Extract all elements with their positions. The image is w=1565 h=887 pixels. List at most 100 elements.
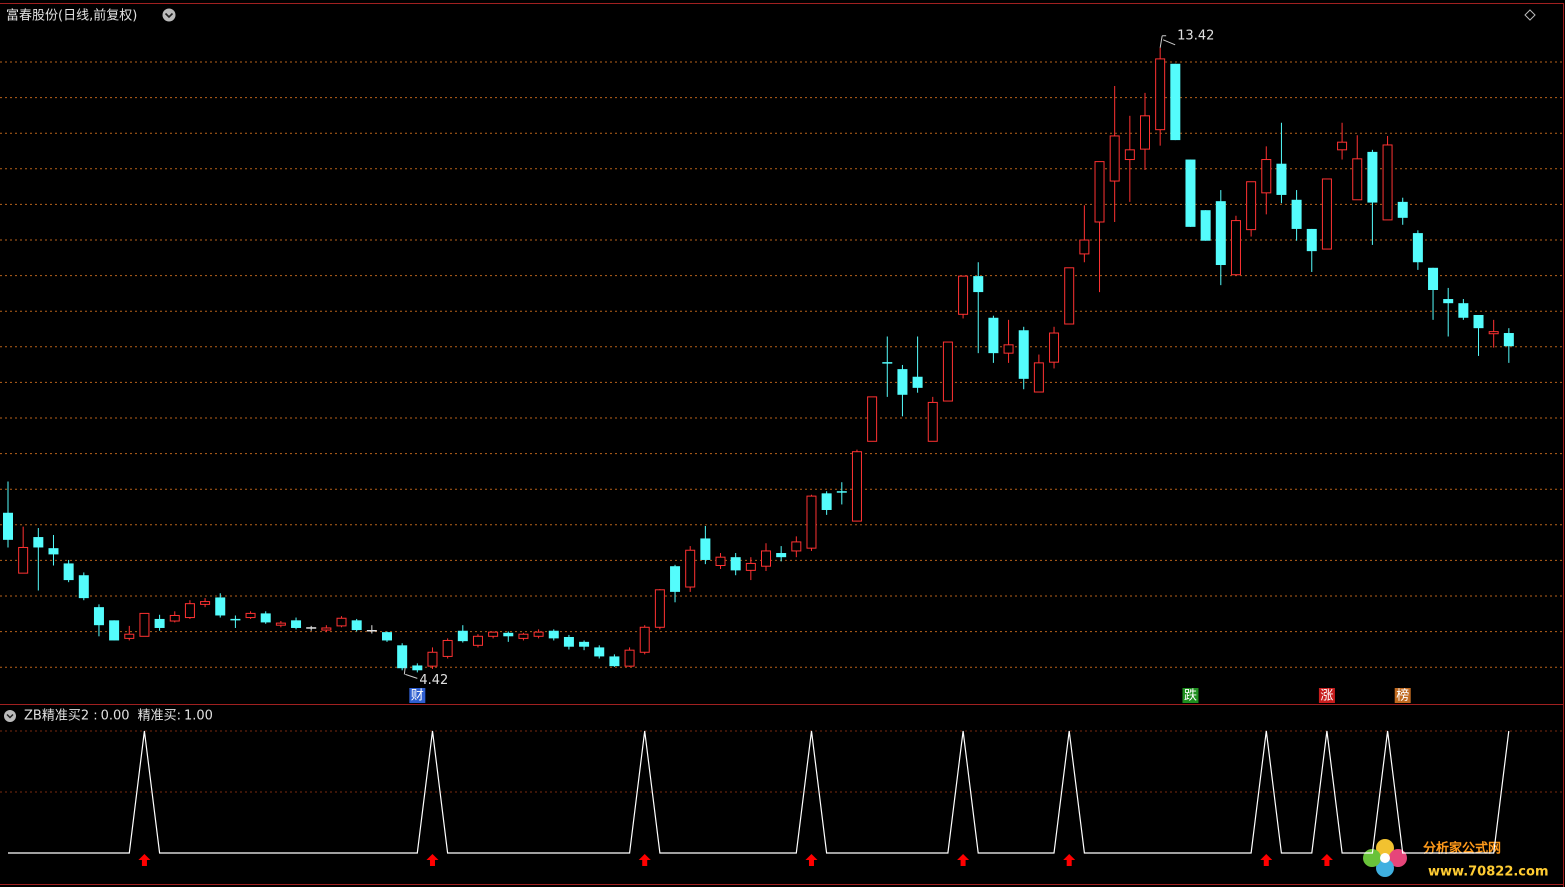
- high-pointer: [1159, 35, 1176, 48]
- buy-arrow: [1260, 854, 1273, 866]
- candle-body: [791, 541, 802, 552]
- candle-body: [821, 493, 832, 510]
- candle-body: [548, 630, 559, 639]
- candle-body: [715, 556, 726, 567]
- candle-body: [63, 563, 74, 581]
- candle-body: [1382, 144, 1393, 221]
- candle-body: [1276, 163, 1287, 195]
- indicator-menu-button[interactable]: [4, 710, 16, 722]
- candle-body: [1124, 149, 1135, 161]
- candle-body: [1488, 331, 1499, 335]
- candle-body: [1094, 161, 1105, 223]
- high-label: 13.42: [1177, 28, 1214, 43]
- buy-arrow: [638, 854, 651, 866]
- candle-body: [609, 656, 620, 667]
- readout-label: 精准买:: [138, 709, 181, 724]
- candle-body: [1155, 58, 1166, 131]
- candle-body: [215, 597, 226, 616]
- candle-body: [1200, 210, 1211, 241]
- candle-body: [109, 620, 120, 641]
- candle-body: [1458, 303, 1469, 318]
- candle-body: [382, 632, 392, 641]
- candle-body: [1033, 362, 1044, 393]
- readout-value: 0.00: [101, 709, 130, 724]
- candle-body: [594, 647, 605, 657]
- candle-body: [1337, 141, 1348, 151]
- candle-body: [503, 632, 514, 637]
- candle-body: [563, 636, 574, 647]
- event-tag: 跌: [1184, 688, 1197, 704]
- candle-body: [457, 630, 468, 642]
- candle-body: [1261, 159, 1272, 194]
- event-tag: 榜: [1396, 688, 1409, 704]
- candle-body: [33, 537, 44, 548]
- low-pointer: [403, 666, 418, 679]
- candle-body: [488, 631, 499, 637]
- candle-body: [1185, 159, 1196, 227]
- candle-body: [412, 665, 423, 671]
- candle-body: [472, 635, 483, 646]
- logo-petal: [1376, 859, 1394, 877]
- candle-body: [1352, 158, 1363, 201]
- candle-body: [700, 538, 711, 560]
- candle-body: [973, 276, 984, 293]
- candle-body: [78, 575, 89, 599]
- candle-body: [1215, 201, 1226, 266]
- buy-arrow: [138, 854, 151, 866]
- menu-button[interactable]: [162, 8, 176, 22]
- toggle-icon[interactable]: [1524, 9, 1536, 21]
- candle-body: [533, 631, 544, 637]
- indicator-menu-chevron: [6, 713, 14, 719]
- candle-body: [1473, 314, 1484, 329]
- buy-arrow: [957, 854, 970, 866]
- watermark-url: www.70822.com: [1428, 865, 1549, 880]
- candle-body: [1049, 332, 1060, 363]
- candle-body: [942, 341, 953, 402]
- candle-body: [1321, 178, 1332, 250]
- candle-body: [1230, 220, 1241, 276]
- candle-body: [169, 614, 180, 622]
- candle-body: [124, 633, 135, 639]
- readout-label: ZB精准买2 :: [24, 709, 98, 724]
- candle-body: [1246, 181, 1257, 231]
- candle-body: [275, 622, 286, 626]
- event-tag: 涨: [1320, 689, 1333, 704]
- candle-body: [624, 649, 635, 667]
- candle-body: [1003, 344, 1014, 354]
- candle-body: [1140, 115, 1150, 150]
- candle-body: [291, 620, 302, 628]
- event-tag: 财: [411, 689, 424, 704]
- candle-body: [988, 317, 999, 354]
- candle-body: [1367, 151, 1378, 203]
- candle-body: [1064, 267, 1075, 325]
- candle-body: [1306, 228, 1317, 252]
- logo-center: [1380, 853, 1390, 863]
- event-tag-bg: [1318, 688, 1335, 703]
- candle-body: [685, 549, 696, 588]
- candle-body: [912, 376, 923, 388]
- candle-body: [579, 641, 590, 647]
- candle-body: [670, 566, 681, 592]
- candle-body: [154, 618, 165, 628]
- candle-body: [1443, 299, 1454, 304]
- candle-body: [1428, 267, 1439, 291]
- candle-body: [93, 607, 104, 626]
- readout-value: 1.00: [184, 709, 213, 724]
- candle-body: [639, 626, 650, 653]
- candle-body: [321, 627, 332, 631]
- candle-body: [260, 613, 271, 623]
- candle-body: [1109, 135, 1120, 182]
- candle-body: [1397, 201, 1408, 218]
- buy-arrow: [1320, 854, 1333, 866]
- candle-body: [851, 451, 862, 522]
- candle-body: [200, 601, 211, 605]
- candle-body: [245, 612, 256, 619]
- candle-body: [3, 512, 13, 540]
- candle-body: [927, 401, 938, 442]
- candle-body: [518, 633, 529, 639]
- candle-body: [1018, 330, 1029, 379]
- menu-chevron: [164, 12, 174, 19]
- event-tag-bg: [1182, 688, 1199, 703]
